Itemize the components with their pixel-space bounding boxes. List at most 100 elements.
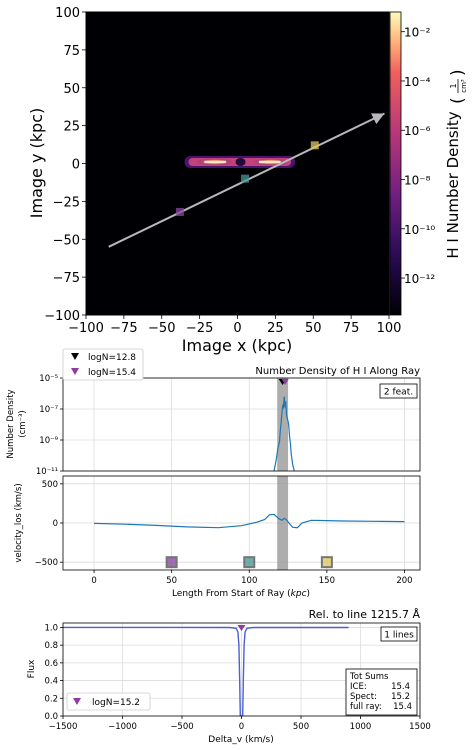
velocity-xtick-label: 100 bbox=[241, 576, 257, 586]
spectrum-xtick-label: 500 bbox=[293, 722, 309, 732]
colorbar bbox=[389, 11, 402, 316]
density-line bbox=[273, 396, 295, 471]
spectrum-ytick-label: 0.4 bbox=[44, 677, 58, 687]
velocity-line bbox=[93, 513, 405, 529]
spectrum-ytick-label: 0.8 bbox=[44, 641, 58, 651]
velocity-feature-2 bbox=[320, 556, 333, 569]
image-xtick-label: 25 bbox=[267, 321, 284, 336]
velocity-ytick-label: 500 bbox=[42, 480, 58, 490]
image-ytick-label: 0 bbox=[72, 158, 80, 173]
spectrum-legend-label: logN=15.2 bbox=[92, 698, 140, 708]
legend-marker-1 bbox=[71, 368, 79, 375]
spectrum-ytick-label: 1.0 bbox=[44, 623, 58, 633]
legend-label-0: logN=12.8 bbox=[88, 353, 136, 363]
spectrum-xlabel: Delta_v (km/s) bbox=[208, 735, 273, 745]
velocity-ytick-label: 0 bbox=[53, 519, 58, 529]
image-xtick-label: −50 bbox=[148, 321, 175, 336]
colorbar-unit-den: cm³ bbox=[460, 79, 468, 93]
colorbar-unit-num: 1 bbox=[449, 83, 458, 88]
spectrum-ytick-label: 0.2 bbox=[44, 694, 58, 704]
ray-feature-2 bbox=[175, 207, 184, 216]
velocity-feature-0 bbox=[165, 556, 178, 569]
spectrum-xtick-label: −500 bbox=[170, 722, 193, 732]
velocity-ytick-label: −500 bbox=[35, 558, 58, 568]
disk-bright-left bbox=[204, 160, 227, 164]
image-xtick-label: 50 bbox=[305, 321, 322, 336]
density-shade bbox=[277, 378, 289, 471]
image-ytick-label: 75 bbox=[63, 44, 80, 59]
lines-count-box bbox=[380, 626, 418, 642]
density-ytick-label: 10⁻⁹ bbox=[39, 436, 58, 446]
image-xtick-label: −25 bbox=[186, 321, 213, 336]
colorbar-tick-label: 10⁻⁴ bbox=[404, 75, 431, 89]
image-xtick-label: −75 bbox=[110, 321, 137, 336]
colorbar-label: H I Number Density bbox=[444, 111, 462, 258]
velocity-xtick-label: 0 bbox=[91, 576, 96, 586]
colorbar-tick-label: 10⁻⁸ bbox=[404, 174, 431, 188]
legend-label-1: logN=15.4 bbox=[88, 368, 136, 378]
colorbar-tick-label: 10⁻¹⁰ bbox=[404, 223, 435, 237]
velocity-panel: 500 0 −500 0 50 100 150 200 velocity_los (km/s… bbox=[14, 475, 421, 599]
image-ylabel: Image y (kpc) bbox=[27, 108, 46, 218]
ray-feature-1 bbox=[241, 174, 250, 183]
density-panel: Number Density of H I Along Ray 10⁻⁵ 10⁻⁷… bbox=[6, 348, 421, 477]
velocity-xtick-label: 50 bbox=[166, 576, 177, 586]
sums-label-1: Spect: bbox=[350, 692, 377, 702]
sums-value-2: 15.4 bbox=[393, 702, 412, 712]
spectrum-ylabel: Flux bbox=[27, 659, 37, 678]
image-ytick-label: 100 bbox=[55, 6, 80, 21]
sums-value-0: 15.4 bbox=[391, 682, 410, 692]
sums-box: Tot Sums ICE: 15.4 Spect: 15.2 full ray:… bbox=[345, 668, 418, 716]
image-ytick-label: −75 bbox=[53, 271, 80, 286]
spectrum-panel: Rel. to line 1215.7 Å 1.0 0.8 0.6 0.4 0.2 0.0… bbox=[27, 608, 431, 745]
spectrum-ytick-label: 0.6 bbox=[44, 659, 58, 669]
galaxy-disk bbox=[184, 155, 296, 168]
colorbar-unit-open: ( bbox=[448, 97, 468, 104]
image-ytick-label: 50 bbox=[63, 82, 80, 97]
sums-value-1: 15.2 bbox=[391, 692, 410, 702]
spectrum-xtick-label: −1500 bbox=[49, 722, 78, 732]
flux-line bbox=[63, 626, 349, 716]
projection-panel: −100 −75 −50 −25 0 25 50 75 100 100 75 50 25 0 −25 −50… bbox=[27, 6, 468, 355]
spectrum-xtick-label: 0 bbox=[239, 722, 244, 732]
image-ytick-label: −50 bbox=[53, 233, 80, 248]
velocity-xtick-label: 150 bbox=[319, 576, 335, 586]
ray-feature-0 bbox=[310, 141, 319, 150]
image-xtick-label: 100 bbox=[377, 321, 402, 336]
density-ytick-label: 10⁻¹¹ bbox=[36, 467, 58, 477]
velocity-xlabel: Length From Start of Ray (kpc) bbox=[172, 589, 310, 599]
density-legend: logN=12.8 logN=15.4 bbox=[62, 348, 144, 381]
velocity-feature-1 bbox=[243, 556, 256, 569]
image-ytick-label: −100 bbox=[44, 309, 80, 324]
density-ytick-label: 10⁻⁵ bbox=[39, 374, 58, 384]
image-ytick-label: 25 bbox=[63, 120, 80, 135]
legend-marker-0 bbox=[71, 353, 79, 360]
sums-title: Tot Sums bbox=[349, 672, 389, 682]
spectrum-xtick-label: 1500 bbox=[409, 722, 431, 732]
image-ytick-label: −25 bbox=[53, 195, 80, 210]
density-marker-1 bbox=[281, 379, 289, 385]
spectrum-feature-marker bbox=[237, 625, 246, 631]
disk-center-gap bbox=[235, 157, 246, 166]
image-xtick-label: 75 bbox=[343, 321, 360, 336]
density-ylabel-unit: (cm⁻³) bbox=[18, 410, 28, 437]
density-ylabel: Number Density bbox=[6, 389, 16, 458]
spectrum-legend-marker bbox=[73, 698, 81, 705]
spectrum-legend: logN=15.2 bbox=[66, 692, 151, 711]
colorbar-unit-close: ) bbox=[448, 69, 468, 76]
lines-count-label: 1 lines bbox=[384, 631, 414, 641]
spectrum-xtick-label: 1000 bbox=[350, 722, 372, 732]
velocity-shade bbox=[277, 476, 289, 570]
velocity-ylabel: velocity_los (km/s) bbox=[14, 483, 24, 562]
colorbar-tick-label: 10⁻⁶ bbox=[404, 124, 431, 138]
spectrum-xtick-label: −1000 bbox=[108, 722, 137, 732]
spectrum-ytick-label: 0.0 bbox=[44, 712, 58, 722]
image-xlabel: Image x (kpc) bbox=[182, 336, 292, 355]
spectrum-title: Rel. to line 1215.7 Å bbox=[309, 608, 421, 621]
colorbar-tick-label: 10⁻¹² bbox=[404, 272, 435, 286]
velocity-xtick-label: 200 bbox=[396, 576, 412, 586]
feature-count-box bbox=[379, 383, 418, 399]
image-xtick-label: 0 bbox=[233, 321, 241, 336]
sums-label-2: full ray: bbox=[350, 702, 382, 712]
